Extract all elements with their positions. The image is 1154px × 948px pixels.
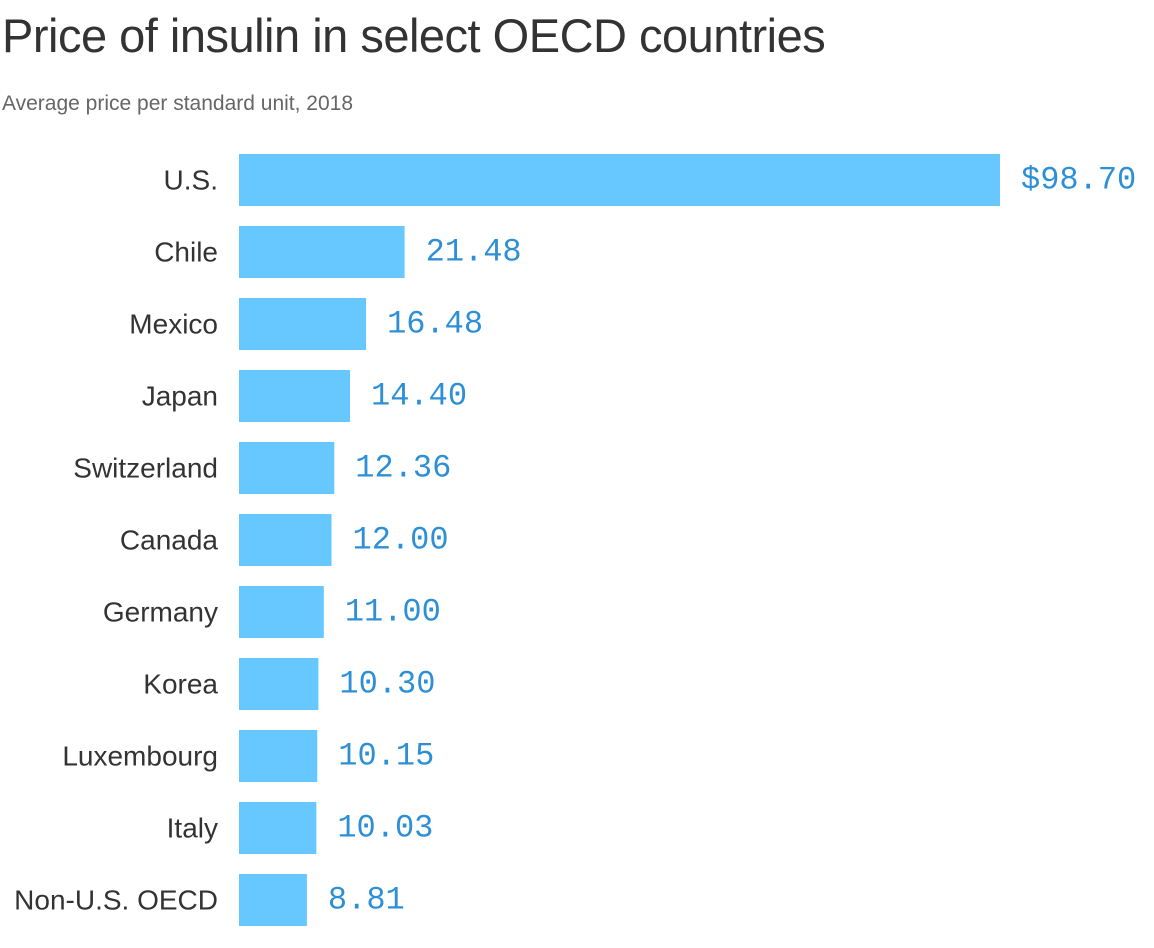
chart-subtitle: Average price per standard unit, 2018 <box>2 92 354 115</box>
category-label-switzerland: Switzerland <box>73 453 218 484</box>
bar-canada <box>239 514 332 566</box>
value-label-italy: 10.03 <box>337 810 433 847</box>
bar-japan <box>239 370 351 422</box>
value-label-germany: 11.00 <box>345 594 441 631</box>
category-label-canada: Canada <box>120 525 219 556</box>
value-label-switzerland: 12.36 <box>355 450 451 487</box>
category-label-luxembourg: Luxembourg <box>62 741 218 772</box>
value-label-canada: 12.00 <box>353 522 449 559</box>
category-label-korea: Korea <box>143 669 218 700</box>
bar-mexico <box>239 298 367 350</box>
value-label-luxembourg: 10.15 <box>338 738 434 775</box>
bar-non-u-s-oecd <box>239 874 307 926</box>
bar-switzerland <box>239 442 335 494</box>
value-label-korea: 10.30 <box>339 666 435 703</box>
category-label-u-s: U.S. <box>164 165 218 196</box>
bar-germany <box>239 586 324 638</box>
category-label-germany: Germany <box>103 597 218 628</box>
value-label-u-s: $98.70 <box>1021 162 1136 199</box>
bar-luxembourg <box>239 730 318 782</box>
bar-italy <box>239 802 317 854</box>
bar-korea <box>239 658 319 710</box>
category-label-italy: Italy <box>167 813 218 844</box>
value-label-non-u-s-oecd: 8.81 <box>328 882 405 919</box>
category-label-non-u-s-oecd: Non-U.S. OECD <box>14 885 218 916</box>
value-label-chile: 21.48 <box>426 234 522 271</box>
category-label-chile: Chile <box>154 237 218 268</box>
value-label-mexico: 16.48 <box>387 306 483 343</box>
category-label-mexico: Mexico <box>129 309 218 340</box>
category-label-japan: Japan <box>142 381 218 412</box>
bar-u-s <box>239 154 1000 206</box>
chart-title: Price of insulin in select OECD countrie… <box>2 9 826 62</box>
bar-chile <box>239 226 405 278</box>
value-label-japan: 14.40 <box>371 378 467 415</box>
